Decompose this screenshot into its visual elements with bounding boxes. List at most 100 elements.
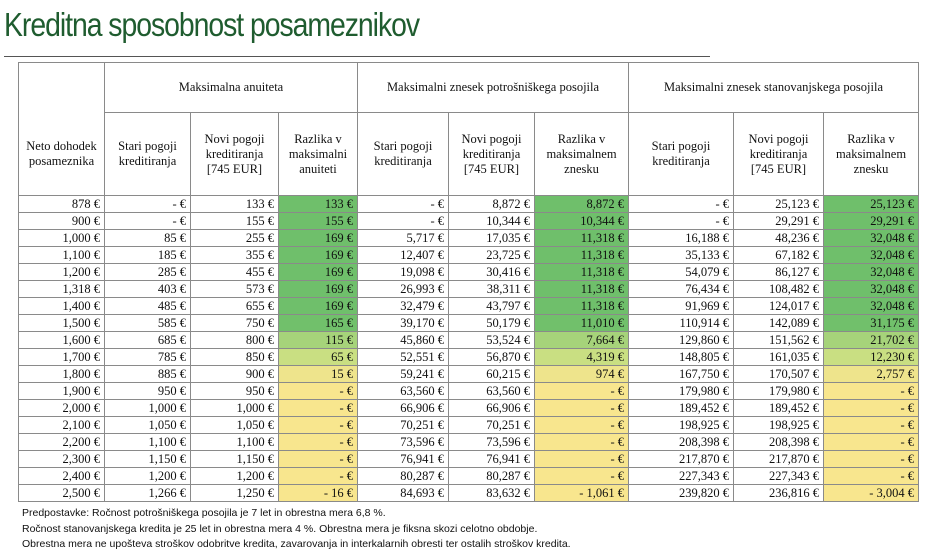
difference-cell: 15 € xyxy=(278,365,358,383)
table-cell: 189,452 € xyxy=(628,399,734,417)
table-cell: 76,434 € xyxy=(628,280,734,298)
group-header: Maksimalna anuiteta xyxy=(104,62,358,113)
table-cell: 170,507 € xyxy=(733,365,824,383)
table-cell: 750 € xyxy=(190,314,279,332)
table-cell: 785 € xyxy=(104,348,191,366)
table-cell: 84,693 € xyxy=(357,484,449,502)
table-cell: 198,925 € xyxy=(733,416,824,434)
table-cell: 53,524 € xyxy=(448,331,535,349)
difference-cell: 169 € xyxy=(278,297,358,315)
table-cell: 885 € xyxy=(104,365,191,383)
difference-cell: 12,230 € xyxy=(823,348,919,366)
table-cell: 1,250 € xyxy=(190,484,279,502)
table-cell: 585 € xyxy=(104,314,191,332)
table-cell: 12,407 € xyxy=(357,246,449,264)
difference-cell: 165 € xyxy=(278,314,358,332)
difference-cell: 65 € xyxy=(278,348,358,366)
title-rule xyxy=(4,56,710,57)
table-cell: 124,017 € xyxy=(733,297,824,315)
table-row: 2,200 €1,100 €1,100 € - €73,596 €73,596 €… xyxy=(18,433,919,451)
column-header: Neto dohodek posameznika xyxy=(18,112,105,196)
difference-cell: - 1,061 € xyxy=(534,484,629,502)
table-cell: 1,200 € xyxy=(190,467,279,485)
table-cell: - € xyxy=(357,195,449,213)
table-cell: 179,980 € xyxy=(628,382,734,400)
table-row: 1,700 €785 €850 €65 €52,551 €56,870 €4,3… xyxy=(18,348,919,366)
table-cell: 38,311 € xyxy=(448,280,535,298)
table-cell: 43,797 € xyxy=(448,297,535,315)
difference-cell: - € xyxy=(823,450,919,468)
table-cell: 900 € xyxy=(190,365,279,383)
difference-cell: - 3,004 € xyxy=(823,484,919,502)
table-cell: 66,906 € xyxy=(357,399,449,417)
table-cell: - € xyxy=(104,195,191,213)
table-cell: 16,188 € xyxy=(628,229,734,247)
difference-cell: 11,318 € xyxy=(534,263,629,281)
table-row: 1,600 €685 €800 €115 €45,860 €53,524 €7,… xyxy=(18,331,919,349)
table-cell: 1,050 € xyxy=(104,416,191,434)
table-row: 1,400 €485 €655 €169 €32,479 €43,797 €11… xyxy=(18,297,919,315)
table-cell: 108,482 € xyxy=(733,280,824,298)
table-cell: 52,551 € xyxy=(357,348,449,366)
table-cell: 148,805 € xyxy=(628,348,734,366)
table-cell: 60,215 € xyxy=(448,365,535,383)
table-cell: 1,100 € xyxy=(18,246,105,264)
table-cell: 73,596 € xyxy=(357,433,449,451)
difference-cell: 155 € xyxy=(278,212,358,230)
table-cell: - € xyxy=(628,195,734,213)
table-row: 1,318 €403 €573 €169 €26,993 €38,311 €11… xyxy=(18,280,919,298)
table-cell: 1,150 € xyxy=(190,450,279,468)
difference-cell: 115 € xyxy=(278,331,358,349)
group-header: Maksimalni znesek potrošniškega posojila xyxy=(357,62,629,113)
table-cell: 1,500 € xyxy=(18,314,105,332)
table-cell: 227,343 € xyxy=(733,467,824,485)
difference-cell: 31,175 € xyxy=(823,314,919,332)
table-cell: 8,872 € xyxy=(448,195,535,213)
difference-cell: - € xyxy=(534,450,629,468)
table-cell: 455 € xyxy=(190,263,279,281)
table-cell: 185 € xyxy=(104,246,191,264)
table-cell: 189,452 € xyxy=(733,399,824,417)
table-cell: 227,343 € xyxy=(628,467,734,485)
table-cell: 30,416 € xyxy=(448,263,535,281)
table-cell: 208,398 € xyxy=(733,433,824,451)
column-header: Razlika v maksimalnem znesku xyxy=(534,112,629,196)
table-cell: 129,860 € xyxy=(628,331,734,349)
difference-cell: 25,123 € xyxy=(823,195,919,213)
table-row: 1,100 €185 €355 €169 €12,407 €23,725 €11… xyxy=(18,246,919,264)
difference-cell: 11,318 € xyxy=(534,229,629,247)
table-cell: 198,925 € xyxy=(628,416,734,434)
column-header: Razlika v maksimalnem znesku xyxy=(823,112,919,196)
table-cell: 26,993 € xyxy=(357,280,449,298)
difference-cell: - € xyxy=(278,433,358,451)
difference-cell: 169 € xyxy=(278,229,358,247)
table-cell: 151,562 € xyxy=(733,331,824,349)
difference-cell: 32,048 € xyxy=(823,280,919,298)
table-cell: - € xyxy=(628,212,734,230)
table-cell: 56,870 € xyxy=(448,348,535,366)
table-cell: 239,820 € xyxy=(628,484,734,502)
column-header xyxy=(18,62,105,113)
table-cell: 29,291 € xyxy=(733,212,824,230)
table-cell: 2,000 € xyxy=(18,399,105,417)
table-cell: 950 € xyxy=(104,382,191,400)
table-cell: 48,236 € xyxy=(733,229,824,247)
table-cell: 76,941 € xyxy=(448,450,535,468)
difference-cell: - € xyxy=(278,399,358,417)
table-row: 2,000 €1,000 €1,000 € - €66,906 €66,906 €… xyxy=(18,399,919,417)
column-header: Novi pogoji kreditiranja [745 EUR] xyxy=(448,112,535,196)
table-cell: 2,100 € xyxy=(18,416,105,434)
table-cell: 70,251 € xyxy=(448,416,535,434)
table-cell: 1,266 € xyxy=(104,484,191,502)
table-cell: 32,479 € xyxy=(357,297,449,315)
difference-cell: 11,318 € xyxy=(534,297,629,315)
column-header: Stari pogoji kreditiranja xyxy=(628,112,734,196)
table-cell: 133 € xyxy=(190,195,279,213)
table-cell: 70,251 € xyxy=(357,416,449,434)
table-cell: 655 € xyxy=(190,297,279,315)
difference-cell: - € xyxy=(534,467,629,485)
difference-cell: 133 € xyxy=(278,195,358,213)
difference-cell: - € xyxy=(278,450,358,468)
table-cell: 285 € xyxy=(104,263,191,281)
table-cell: 1,200 € xyxy=(18,263,105,281)
